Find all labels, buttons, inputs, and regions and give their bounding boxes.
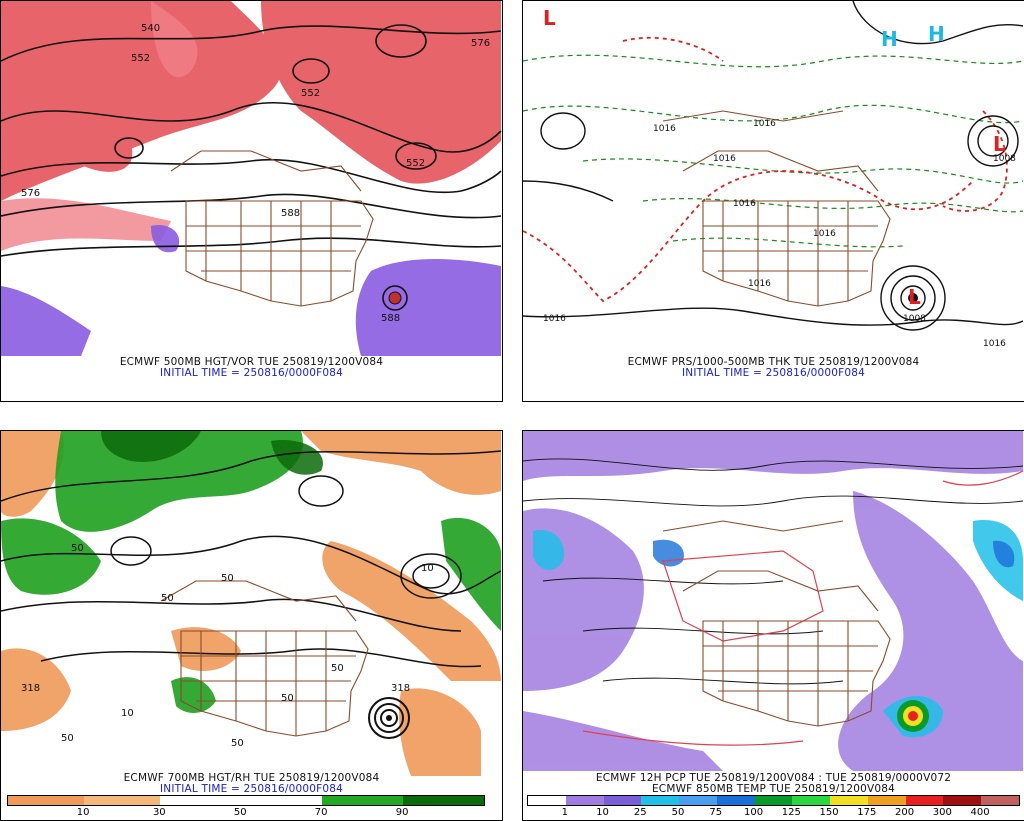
contour-label: 1016 bbox=[543, 314, 566, 324]
caption-initial-time: INITIAL TIME = 250816/0000F084 bbox=[681, 367, 866, 379]
contour-label: 10 bbox=[121, 708, 134, 719]
contour-label: 1008 bbox=[993, 154, 1016, 164]
contour-label: 588 bbox=[381, 313, 400, 324]
pcp-swatch bbox=[943, 796, 981, 805]
caption-initial-time: INITIAL TIME = 250816/0000F084 bbox=[159, 783, 344, 795]
rh-colorbar-label: 50 bbox=[233, 807, 247, 818]
hurricane-marker-pcp bbox=[897, 700, 929, 732]
pcp-swatch bbox=[830, 796, 868, 805]
low-pressure-symbol: L bbox=[993, 132, 1006, 156]
contour-label: 576 bbox=[21, 188, 40, 199]
contour-label: 10 bbox=[421, 563, 434, 574]
rh-swatch bbox=[160, 796, 242, 805]
panel-500mb-hgt-vor: 552 552 552 576 588 588 540 576 ECMWF 500MB HGT… bbox=[0, 0, 503, 402]
high-pressure-symbol: H bbox=[928, 22, 945, 46]
contour-label: 50 bbox=[231, 738, 244, 749]
contour-label: 1016 bbox=[753, 119, 776, 129]
pcp-swatch bbox=[565, 796, 604, 805]
hurricane-marker-500mb bbox=[382, 285, 408, 311]
pcp-colorbar-label: 300 bbox=[932, 807, 952, 818]
caption-line1: ECMWF 500MB HGT/VOR TUE 250819/1200V084 bbox=[119, 356, 384, 368]
pcp-colorbar-label: 200 bbox=[895, 807, 915, 818]
low-pressure-symbol: L bbox=[543, 6, 556, 30]
contour-label: 588 bbox=[281, 208, 300, 219]
contour-label: 50 bbox=[61, 733, 74, 744]
rh-swatch bbox=[84, 796, 161, 805]
pcp-swatch bbox=[981, 796, 1019, 805]
contour-label: 1016 bbox=[748, 279, 771, 289]
contour-label: 1016 bbox=[813, 229, 836, 239]
pcp-swatch bbox=[641, 796, 679, 805]
high-pressure-symbol: H bbox=[881, 27, 898, 51]
panel-pcp-850mb-temp: ECMWF 12H PCP TUE 250819/1200V084 : TUE … bbox=[522, 430, 1024, 821]
contour-label: 50 bbox=[161, 593, 174, 604]
panel-700mb-hgt-rh: 50 50 50 10 50 10 50 50 318 318 50 ECMWF 700MB HGT… bbox=[0, 430, 503, 821]
contour-label: 318 bbox=[391, 683, 410, 694]
pcp-colorbar-label: 100 bbox=[744, 807, 764, 818]
pcp-swatch bbox=[867, 796, 906, 805]
pcp-colorbar-label: 10 bbox=[596, 807, 609, 818]
panel-prs-thk: 1016 1016 1016 1016 1016 1016 1008 1016 1008 1016… bbox=[522, 0, 1024, 402]
contour-label: 552 bbox=[131, 53, 150, 64]
map-pcp-850mb bbox=[523, 431, 1024, 771]
pcp-colorbar bbox=[527, 795, 1020, 806]
contour-label: 50 bbox=[331, 663, 344, 674]
pcp-swatch bbox=[603, 796, 642, 805]
pcp-swatch bbox=[528, 796, 566, 805]
rh-colorbar-label: 10 bbox=[76, 807, 90, 818]
contour-label: 552 bbox=[406, 158, 425, 169]
rh-colorbar-labels: 10 30 50 70 90 bbox=[7, 807, 483, 819]
contour-label: 1016 bbox=[713, 154, 736, 164]
pcp-swatch bbox=[754, 796, 793, 805]
pcp-colorbar-label: 125 bbox=[781, 807, 801, 818]
pcp-colorbar-label: 150 bbox=[819, 807, 839, 818]
pcp-swatch bbox=[679, 796, 717, 805]
contour-label: 576 bbox=[471, 38, 490, 49]
rh-swatch bbox=[241, 796, 323, 805]
caption-line2: ECMWF 850MB TEMP TUE 250819/1200V084 bbox=[651, 783, 896, 795]
contour-label: 50 bbox=[281, 693, 294, 704]
pcp-colorbar-label: 50 bbox=[671, 807, 685, 818]
contour-label: 1016 bbox=[653, 124, 676, 134]
pcp-swatch bbox=[792, 796, 830, 805]
rh-colorbar-label: 30 bbox=[152, 807, 166, 818]
rh-swatch bbox=[322, 796, 404, 805]
rh-colorbar-label: 90 bbox=[395, 807, 409, 818]
caption-line1: ECMWF PRS/1000-500MB THK TUE 250819/1200… bbox=[627, 356, 920, 368]
contour-label: 50 bbox=[71, 543, 84, 554]
rh-swatch bbox=[403, 796, 484, 805]
hurricane-marker-prs bbox=[880, 265, 946, 331]
pcp-colorbar-label: 25 bbox=[633, 807, 647, 818]
pcp-swatch bbox=[716, 796, 755, 805]
contour-label: 552 bbox=[301, 88, 320, 99]
contour-label: 50 bbox=[221, 573, 234, 584]
pcp-colorbar-label: 75 bbox=[709, 807, 723, 818]
contour-label: 318 bbox=[21, 683, 40, 694]
rh-colorbar-label: 70 bbox=[314, 807, 328, 818]
contour-label: 1016 bbox=[983, 339, 1006, 349]
pcp-colorbar-label: 1 bbox=[561, 807, 568, 818]
rh-colorbar bbox=[7, 795, 485, 806]
hurricane-marker-700mb bbox=[368, 697, 410, 739]
pcp-colorbar-label: 175 bbox=[857, 807, 877, 818]
caption-line1: ECMWF 700MB HGT/RH TUE 250819/1200V084 bbox=[123, 772, 380, 784]
contour-label: 1016 bbox=[733, 199, 756, 209]
low-pressure-symbol: L bbox=[908, 285, 921, 309]
contour-label: 1008 bbox=[903, 314, 926, 324]
pcp-swatch bbox=[905, 796, 944, 805]
pcp-colorbar-label: 400 bbox=[970, 807, 990, 818]
map-prs-thk: 1016 1016 1016 1016 1016 1016 1008 1016 1008 1016… bbox=[523, 1, 1024, 356]
contour-label: 540 bbox=[141, 23, 160, 34]
map-700mb: 50 50 50 10 50 10 50 50 318 318 50 bbox=[1, 431, 502, 776]
rh-swatch bbox=[8, 796, 85, 805]
pcp-colorbar-labels: 1 10 25 50 75 100 125 150 175 200 300 40… bbox=[527, 807, 1018, 819]
caption-initial-time: INITIAL TIME = 250816/0000F084 bbox=[159, 367, 344, 379]
caption-line1: ECMWF 12H PCP TUE 250819/1200V084 : TUE … bbox=[595, 772, 952, 784]
map-500mb: 552 552 552 576 588 588 540 576 bbox=[1, 1, 502, 356]
